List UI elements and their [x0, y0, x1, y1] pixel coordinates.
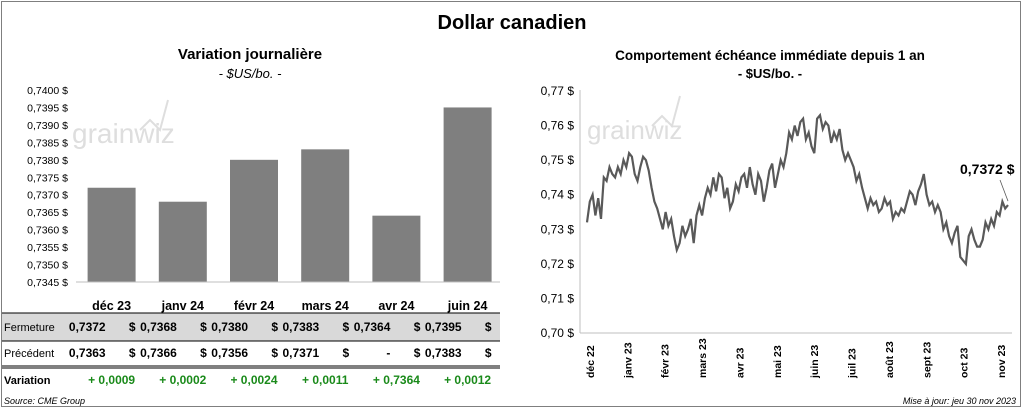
last-value-leader [999, 179, 1009, 202]
currency-symbol: $ [129, 346, 136, 360]
series-line [585, 112, 1009, 267]
currency-symbol: $ [271, 320, 278, 334]
y-tick-label: 0,75 $ [541, 153, 575, 167]
source-note: Source: CME Group [4, 396, 86, 406]
fermeture-value: 0,7364 [354, 320, 391, 334]
currency-symbol: $ [271, 346, 278, 360]
y-tick-label: 0,7385 $ [27, 137, 68, 149]
left-chart-title: Variation journalière [177, 46, 323, 63]
fermeture-value: 0,7380 [211, 320, 248, 334]
y-tick-label: 0,7395 $ [27, 102, 68, 114]
main-title: Dollar canadien [437, 12, 587, 34]
watermark-text: grainwiz [587, 115, 682, 145]
bar [230, 159, 278, 282]
x-tick-label: juil 23 [847, 348, 859, 379]
x-tick-label: nov 23 [996, 345, 1008, 378]
currency-symbol: $ [414, 320, 421, 334]
x-tick-label: mars 23 [697, 338, 709, 378]
variation-value: + 0,0024 [230, 373, 277, 387]
x-tick-label: janv 23 [622, 342, 634, 379]
fermeture-row-bg [2, 313, 500, 341]
x-tick-label: oct 23 [959, 347, 971, 378]
bar [87, 187, 136, 282]
precedent-value: 0,7383 [425, 346, 462, 360]
precedent-value: 0,7366 [140, 346, 177, 360]
currency-symbol: $ [485, 320, 492, 334]
fermeture-value: 0,7368 [140, 320, 177, 334]
right-chart-unit: - $US/bo. - [737, 66, 803, 81]
precedent-value: - [386, 346, 390, 360]
y-tick-label: 0,7400 $ [27, 85, 68, 97]
updated-note: Mise à jour: jeu 30 nov 2023 [902, 396, 1016, 406]
y-tick-label: 0,73 $ [541, 222, 575, 236]
variation-value: + 0,0009 [88, 373, 135, 387]
variation-value: + 0,0002 [159, 373, 206, 387]
right-chart-title: Comportement échéance immédiate depuis 1… [615, 48, 925, 63]
right-line-chart: grainwiz 0,70 $ 0,71 $ 0,72 $ 0,73 $ 0,74 $ 0… [541, 84, 1015, 379]
x-tick-label: févr 23 [660, 344, 672, 378]
category-label: janv 24 [161, 299, 204, 313]
currency-symbol: $ [343, 320, 350, 334]
variation-value: + 0,7364 [373, 373, 420, 387]
watermark-logo: grainwiz [72, 99, 175, 149]
bar [372, 215, 421, 282]
y-tick-label: 0,7375 $ [27, 172, 68, 184]
bar [443, 107, 492, 282]
category-label: mars 24 [302, 299, 349, 313]
y-tick-label: 0,77 $ [541, 84, 575, 98]
y-tick-label: 0,7390 $ [27, 120, 68, 132]
fermeture-value: 0,7395 [425, 320, 462, 334]
currency-symbol: $ [414, 346, 421, 360]
left-chart-unit: - $US/bo. - [218, 66, 282, 81]
precedent-value: 0,7356 [211, 346, 248, 360]
y-tick-label: 0,70 $ [541, 326, 575, 340]
y-tick-label: 0,72 $ [541, 257, 575, 271]
y-tick-label: 0,74 $ [541, 188, 575, 202]
row-label-fermeture: Fermeture [4, 322, 55, 334]
fermeture-value: 0,7383 [282, 320, 319, 334]
y-tick-label: 0,7380 $ [27, 155, 68, 167]
x-tick-label: août 23 [884, 341, 896, 378]
row-label-variation: Variation [4, 375, 51, 387]
category-label: févr 24 [234, 299, 274, 313]
variation-value: + 0,0012 [444, 373, 491, 387]
category-label: juin 24 [447, 299, 488, 313]
y-tick-label: 0,71 $ [541, 291, 575, 305]
y-tick-label: 0,7355 $ [27, 242, 68, 254]
currency-symbol: $ [200, 320, 207, 334]
y-tick-label: 0,7360 $ [27, 225, 68, 237]
currency-symbol: $ [343, 346, 350, 360]
x-tick-label: sept 23 [921, 342, 933, 378]
x-tick-label: juin 23 [809, 345, 821, 379]
watermark-text: grainwiz [72, 118, 175, 149]
currency-symbol: $ [129, 320, 136, 334]
category-label: avr 24 [378, 299, 414, 313]
x-tick-label: mai 23 [772, 345, 784, 378]
bar [301, 149, 350, 282]
y-tick-label: 0,7370 $ [27, 190, 68, 202]
bar [158, 201, 207, 282]
precedent-value: 0,7363 [69, 346, 106, 360]
category-label: déc 23 [92, 299, 131, 313]
variation-value: + 0,0011 [302, 373, 349, 387]
y-tick-label: 0,76 $ [541, 119, 575, 133]
currency-symbol: $ [485, 346, 492, 360]
row-label-precedent: Précédent [4, 348, 54, 360]
left-bar-chart: grainwiz 0,7345 $ 0,7350 $ 0,7355 $ 0,7360 … [2, 85, 500, 387]
watermark-logo: grainwiz [587, 95, 682, 145]
precedent-value: 0,7371 [282, 346, 319, 360]
x-tick-label: avr 23 [734, 347, 746, 378]
y-tick-label: 0,7350 $ [27, 260, 68, 272]
y-tick-label: 0,7365 $ [27, 207, 68, 219]
fermeture-value: 0,7372 [69, 320, 106, 334]
x-tick-label: déc 22 [585, 345, 597, 378]
y-tick-label: 0,7345 $ [27, 277, 68, 289]
last-value-label: 0,7372 $ [960, 161, 1015, 177]
currency-symbol: $ [200, 346, 207, 360]
